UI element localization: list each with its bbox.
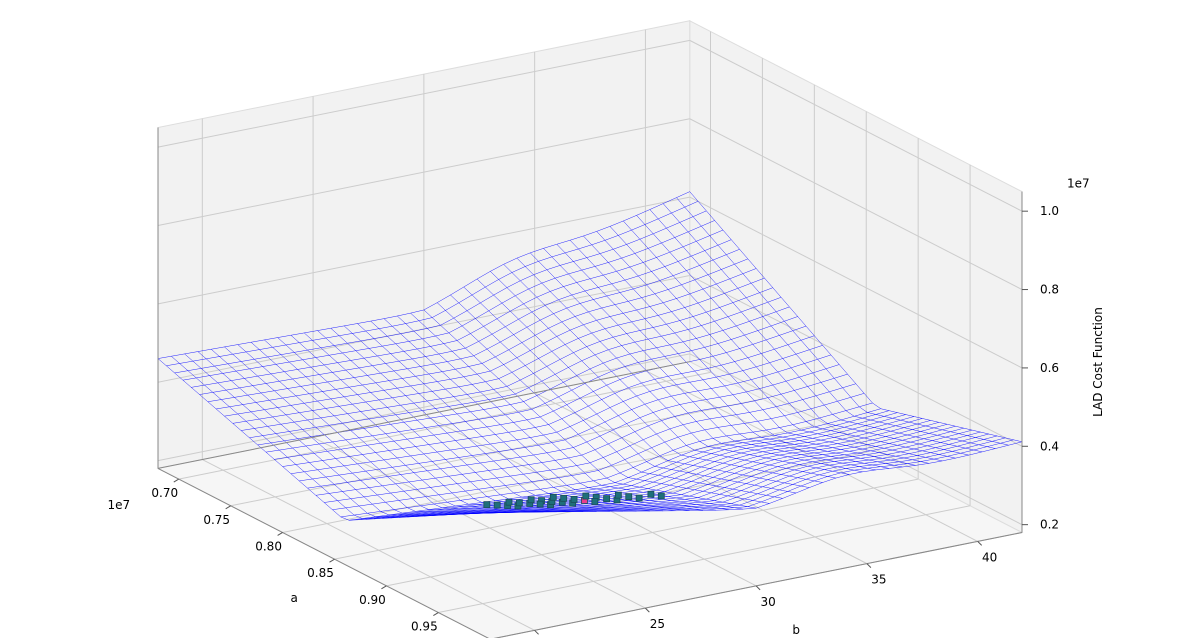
scatter-marker [484, 502, 490, 508]
a-tick-label: 0.85 [307, 566, 334, 580]
z-tick-label: 0.8 [1040, 283, 1059, 297]
scatter-marker [494, 502, 500, 508]
z-tick-label: 1.0 [1040, 204, 1059, 218]
scatter-marker [636, 495, 642, 501]
a-tick-label: 0.70 [151, 486, 178, 500]
scatter-marker [626, 494, 632, 500]
scatter-marker [528, 497, 534, 503]
scatter-marker [537, 501, 543, 507]
scatter-marker [571, 496, 577, 502]
z-tick-label: 0.4 [1040, 439, 1059, 453]
scatter-marker [604, 496, 610, 502]
z-axis-ticklabels: 0.2 0.4 0.6 0.8 1.0 [1040, 204, 1059, 531]
scatter-marker [583, 493, 589, 499]
scatter-marker [516, 500, 522, 506]
a-tick-label: 0.80 [255, 539, 282, 553]
figure-container: 0.700.750.800.850.900.951.00 1e7 a 20253… [0, 0, 1201, 638]
a-tick-label: 0.75 [203, 513, 230, 527]
a-tick-label: 0.95 [411, 620, 438, 634]
b-axis-label: b [792, 623, 800, 637]
z-tick-label: 0.6 [1040, 361, 1059, 375]
scatter-marker [592, 499, 598, 505]
a-axis-offset-text: 1e7 [107, 498, 130, 512]
z-tick-label: 0.2 [1040, 518, 1059, 532]
b-tick-label: 35 [871, 573, 886, 587]
b-tick-label: 25 [650, 617, 665, 631]
scatter-marker [658, 493, 664, 499]
3d-plot: 0.700.750.800.850.900.951.00 1e7 a 20253… [0, 0, 1201, 638]
a-tick-label: 0.90 [359, 593, 386, 607]
scatter-marker [506, 499, 512, 505]
scatter-marker [615, 492, 621, 498]
scatter-marker [561, 495, 567, 501]
b-tick-label: 40 [982, 550, 997, 564]
z-axis-offset-text: 1e7 [1067, 177, 1090, 191]
a-axis-label: a [290, 591, 297, 605]
scatter-marker [648, 491, 654, 497]
b-tick-label: 30 [760, 595, 775, 609]
scatter-marker [550, 494, 556, 500]
z-axis-label: LAD Cost Function [1091, 307, 1105, 417]
